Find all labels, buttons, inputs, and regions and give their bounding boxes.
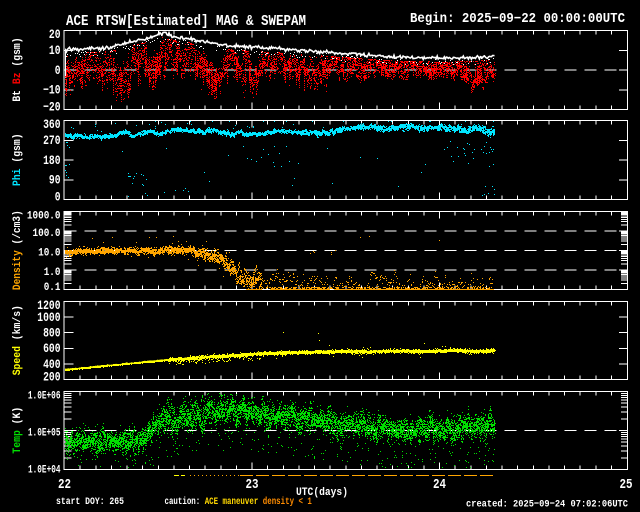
svg-text:Phi (gsm): Phi (gsm) <box>12 133 24 186</box>
svg-text:180: 180 <box>43 153 61 168</box>
svg-text:−20: −20 <box>43 100 61 115</box>
svg-text:caution: ACE maneuver density: caution: ACE maneuver density < 1 <box>165 496 312 508</box>
svg-text:10.0: 10.0 <box>38 248 60 260</box>
svg-text:Bt Bz (gsm): Bt Bz (gsm) <box>12 37 24 101</box>
svg-text:−10: −10 <box>43 83 61 98</box>
svg-text:1.0E+05: 1.0E+05 <box>28 428 61 440</box>
svg-text:270: 270 <box>43 133 61 148</box>
svg-text:start DOY: 265: start DOY: 265 <box>56 497 124 508</box>
svg-text:20: 20 <box>49 27 61 42</box>
svg-text:0.1: 0.1 <box>44 282 61 294</box>
svg-text:Temp (K): Temp (K) <box>12 407 24 454</box>
svg-text:200: 200 <box>43 370 61 385</box>
svg-text:400: 400 <box>43 357 61 372</box>
svg-text:1.0: 1.0 <box>44 267 61 279</box>
svg-text:25: 25 <box>620 477 633 493</box>
svg-text:UTC(days): UTC(days) <box>296 487 348 499</box>
svg-text:1200: 1200 <box>37 298 60 313</box>
svg-text:1000.0: 1000.0 <box>27 210 61 222</box>
svg-text:90: 90 <box>49 173 61 188</box>
svg-text:ACE RTSW[Estimated] MAG & SWEP: ACE RTSW[Estimated] MAG & SWEPAM <box>66 13 306 30</box>
svg-text:1.0E+04: 1.0E+04 <box>28 464 61 476</box>
svg-text:600: 600 <box>43 341 61 356</box>
svg-text:Begin: 2025−09−22 00:00:00UTC: Begin: 2025−09−22 00:00:00UTC <box>410 12 625 27</box>
svg-text:360: 360 <box>43 117 61 132</box>
svg-text:0: 0 <box>55 63 61 78</box>
svg-text:22: 22 <box>58 477 71 493</box>
svg-text:800: 800 <box>43 326 61 341</box>
svg-text:created: 2025−09−24 07:02:06UT: created: 2025−09−24 07:02:06UTC <box>466 499 629 511</box>
svg-text:0: 0 <box>55 190 61 205</box>
svg-text:Speed (km/s): Speed (km/s) <box>12 305 24 375</box>
svg-text:1.0E+06: 1.0E+06 <box>28 390 61 402</box>
svg-text:24: 24 <box>433 477 446 493</box>
svg-text:Density (/cm3): Density (/cm3) <box>12 210 24 290</box>
svg-text:100.0: 100.0 <box>33 228 61 240</box>
svg-text:23: 23 <box>246 477 259 493</box>
svg-text:1000: 1000 <box>37 310 60 325</box>
svg-text:10: 10 <box>49 43 61 58</box>
